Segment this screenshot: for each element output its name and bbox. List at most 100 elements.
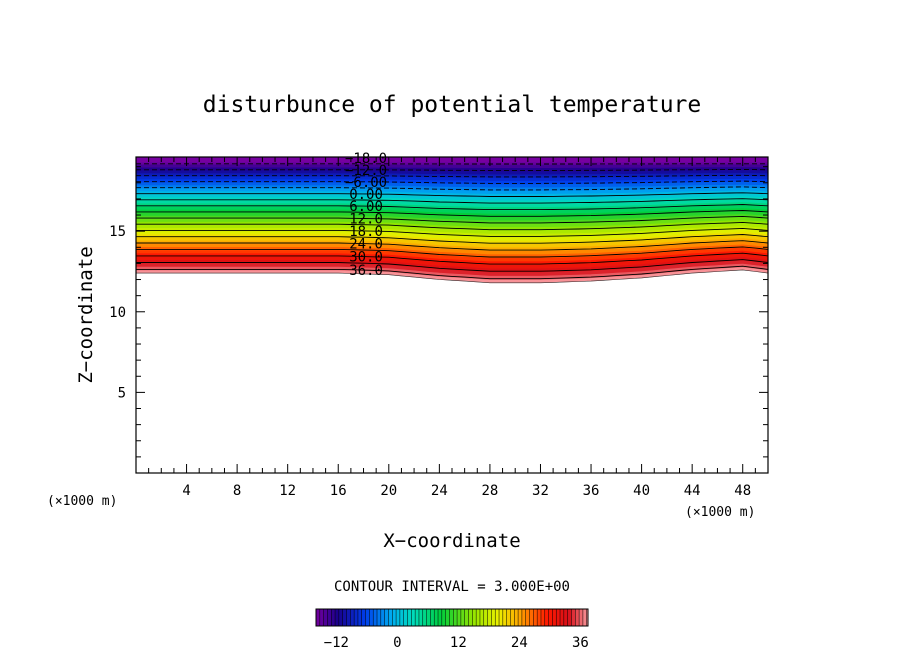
colorbar-frame	[315, 608, 589, 627]
contour-label: −12.0	[345, 163, 387, 179]
x-tick-label: 32	[532, 483, 549, 499]
contour-line	[136, 204, 768, 211]
colorbar-cell	[499, 609, 504, 626]
colorbar-cell	[316, 609, 321, 626]
colorbar-cell	[582, 609, 588, 626]
colorbar-cell	[495, 609, 500, 626]
contour-line-lowest	[136, 269, 768, 284]
colorbar-cell	[479, 609, 485, 626]
x-tick-label: 8	[233, 483, 241, 499]
colorbar-cell	[380, 609, 385, 626]
y-tick-label: 5	[118, 385, 126, 401]
colorbar-cell	[552, 609, 557, 626]
colorbar-cell	[560, 609, 565, 626]
colorbar-cell	[533, 609, 538, 626]
colorbar-cell	[327, 609, 332, 626]
colorbar-cell	[377, 609, 382, 626]
colorbar-cell	[346, 609, 351, 626]
colorbar-cell	[537, 609, 542, 626]
colorbar-cell	[525, 609, 530, 626]
colorbar-cell	[418, 609, 424, 626]
colorbar-cell	[430, 609, 435, 626]
colorbar-cell	[384, 609, 389, 626]
colorbar-cell	[472, 609, 477, 626]
y-axis: 5 10 15	[109, 166, 768, 458]
x-unit-label: (×1000 m)	[685, 505, 755, 520]
contour-label: 30.0	[349, 250, 383, 266]
contour-line	[136, 174, 768, 178]
colorbar-cell	[357, 609, 363, 626]
colorbar-cell	[388, 609, 393, 626]
colorbar-cell	[464, 609, 469, 626]
x-tick-label: 24	[431, 483, 448, 499]
contour-line	[136, 186, 768, 191]
colorbar-tick-label: −12	[324, 635, 349, 651]
colorbar-cell	[319, 609, 324, 626]
colorbar-cell	[415, 609, 420, 626]
contour-label: 12.0	[349, 212, 383, 228]
colorbar-cell	[483, 609, 488, 626]
colorbar-cell	[453, 609, 458, 626]
contour-label: 24.0	[349, 237, 383, 253]
colorbar-cell	[510, 609, 515, 626]
colorbar-cell	[491, 609, 496, 626]
colorbar-cell	[563, 609, 568, 626]
x-tick-label: 44	[684, 483, 701, 499]
colorbar-tick-label: 24	[511, 635, 528, 651]
contour-label: −18.0	[345, 151, 387, 167]
colorbar-cell	[399, 609, 405, 626]
x-axis: 4 8 12 16 20 24 28 32 36 40 44 48	[148, 157, 756, 499]
colorbar-cell	[403, 609, 408, 626]
colorbar-cell	[422, 609, 427, 626]
colorbar-cell	[529, 609, 534, 626]
colorbar-cell	[396, 609, 401, 626]
contour-line	[136, 240, 768, 251]
contour-line	[136, 215, 768, 224]
x-tick-label: 40	[633, 483, 650, 499]
x-tick-label: 12	[279, 483, 296, 499]
colorbar-tick-label: 12	[450, 635, 467, 651]
colorbar-cell	[369, 609, 374, 626]
colorbar-cell	[476, 609, 481, 626]
x-tick-label: 48	[734, 483, 751, 499]
colorbar-cell	[365, 609, 370, 626]
contour-interval-text: CONTOUR INTERVAL = 3.000E+00	[334, 579, 570, 595]
x-axis-label: X−coordinate	[383, 530, 520, 552]
colorbar-cell	[556, 609, 561, 626]
contour-line	[136, 198, 768, 204]
colorbar-cell	[540, 609, 546, 626]
contour-line-layer	[136, 163, 768, 284]
y-axis-label: Z−coordinate	[75, 246, 97, 383]
colorbar-cell	[373, 609, 378, 626]
colorbar-cell	[354, 609, 359, 626]
colorbar-cell	[575, 609, 580, 626]
x-tick-label: 36	[583, 483, 600, 499]
contour-line	[136, 169, 768, 171]
colorbar-cell	[338, 609, 343, 626]
colorbar-ticks: −12 0 12 24 36	[324, 635, 589, 651]
colorbar-cell	[502, 609, 507, 626]
colorbar-cell	[434, 609, 439, 626]
contour-label: 36.0	[349, 263, 383, 279]
colorbar-cell	[426, 609, 431, 626]
contour-line	[136, 259, 768, 272]
contour-labels: −18.0−12.0−6.000.006.0012.018.024.030.03…	[345, 151, 387, 279]
colorbar	[315, 609, 589, 626]
colorbar-cell	[579, 609, 584, 626]
y-tick-label: 15	[109, 224, 126, 240]
contour-line	[136, 246, 768, 258]
contour-line	[136, 234, 768, 244]
colorbar-cell	[571, 609, 576, 626]
x-tick-label: 4	[182, 483, 190, 499]
colorbar-tick-label: 0	[393, 635, 401, 651]
contour-label: 6.00	[349, 199, 383, 215]
colorbar-cell	[548, 609, 553, 626]
colorbar-cell	[441, 609, 446, 626]
contour-line	[136, 252, 768, 265]
colorbar-cell	[518, 609, 523, 626]
colorbar-cell	[392, 609, 397, 626]
colorbar-cell	[460, 609, 466, 626]
colorbar-cell	[506, 609, 511, 626]
